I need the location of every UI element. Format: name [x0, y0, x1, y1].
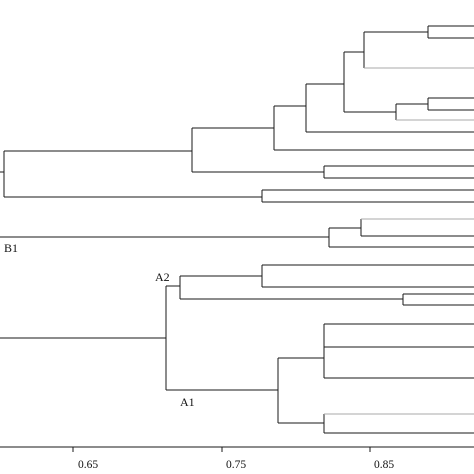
cluster-label-a2: A2 — [155, 270, 170, 284]
x-tick-label: 0.65 — [78, 459, 98, 471]
x-axis: 0.65 0.75 0.85 — [0, 446, 474, 471]
cluster-label-a1: A1 — [180, 395, 195, 409]
dendrogram-tree — [0, 25, 474, 434]
x-tick-label: 0.75 — [226, 459, 246, 471]
x-tick-label: 0.85 — [374, 459, 394, 471]
cluster-label-b1: B1 — [4, 241, 18, 255]
